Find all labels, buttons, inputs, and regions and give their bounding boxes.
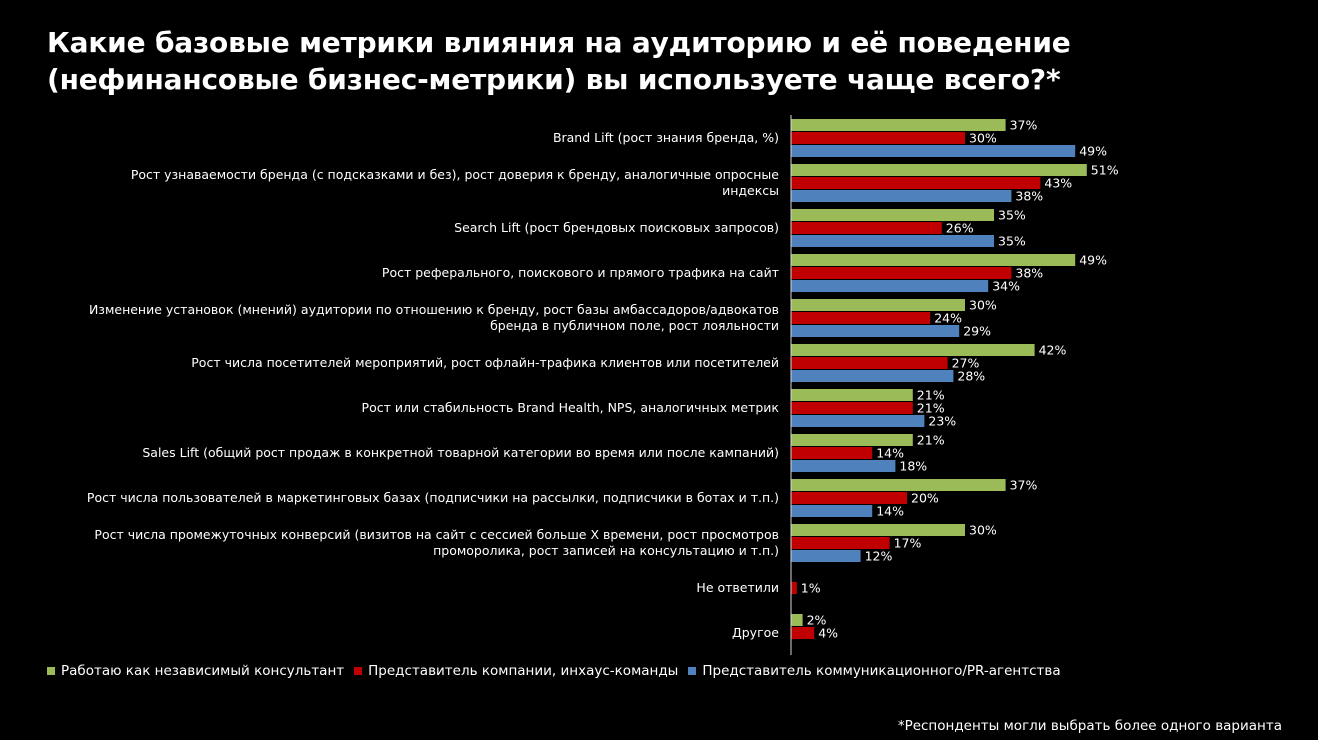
category-label: индексы	[722, 183, 779, 198]
bar-consultant	[791, 209, 994, 221]
category-label: проморолика, рост записей на консультаци…	[433, 543, 779, 558]
legend-swatch-consultant	[47, 667, 55, 675]
data-label: 21%	[917, 401, 945, 416]
data-label: 28%	[957, 369, 985, 384]
bar-company	[791, 402, 913, 414]
chart-title-line-1: Какие базовые метрики влияния на аудитор…	[47, 26, 1071, 59]
legend-swatch-agency	[688, 667, 697, 675]
data-label: 29%	[963, 324, 991, 339]
data-label: 34%	[992, 279, 1020, 294]
legend-label-company: Представитель компании, инхаус-команды	[368, 663, 679, 679]
data-label: 30%	[969, 131, 997, 146]
bar-consultant	[791, 524, 965, 536]
chart-title-line-2: (нефинансовые бизнес-метрики) вы использ…	[47, 63, 1061, 96]
bar-company	[791, 222, 942, 234]
data-label: 18%	[899, 459, 927, 474]
data-label: 2%	[807, 613, 827, 628]
bar-company	[791, 132, 965, 144]
data-label: 21%	[917, 388, 945, 403]
category-label: бренда в публичном поле, рост лояльности	[490, 318, 779, 333]
data-label: 42%	[1039, 343, 1067, 358]
data-label: 37%	[1010, 118, 1038, 133]
data-label: 20%	[911, 491, 939, 506]
legend-item-company: Представитель компании, инхаус-команды	[354, 663, 678, 679]
data-label: 38%	[1015, 266, 1043, 281]
category-label: Рост или стабильность Brand Health, NPS,…	[362, 400, 780, 415]
bar-consultant	[791, 119, 1006, 131]
bar-consultant	[791, 254, 1076, 266]
bar-consultant	[791, 389, 913, 401]
bar-agency	[791, 505, 873, 517]
bar-agency	[791, 415, 925, 427]
bar-consultant	[791, 479, 1006, 491]
data-label: 14%	[876, 504, 904, 519]
data-label: 27%	[952, 356, 980, 371]
category-label: Рост реферального, поискового и прямого …	[382, 265, 779, 280]
bar-chart: Brand Lift (рост знания бренда, %) 37% 30%…	[87, 115, 1119, 655]
data-label: 49%	[1079, 144, 1107, 159]
bar-consultant	[791, 299, 965, 311]
data-label: 21%	[917, 433, 945, 448]
bar-company	[791, 447, 873, 459]
bar-consultant	[791, 434, 913, 446]
category-label: Не ответили	[696, 580, 779, 595]
chart-title: Какие базовые метрики влияния на аудитор…	[47, 24, 1247, 98]
category-label: Рост узнаваемости бренда (с подсказками …	[131, 167, 779, 182]
bar-company	[791, 492, 907, 504]
category-label: Изменение установок (мнений) аудитории п…	[89, 302, 779, 317]
bar-company	[791, 357, 948, 369]
data-label: 1%	[801, 581, 821, 596]
legend-label-agency: Представитель коммуникационного/PR-агент…	[702, 663, 1061, 679]
category-label: Рост числа пользователей в маркетинговых…	[87, 490, 779, 505]
bar-company	[791, 177, 1041, 189]
bar-company	[791, 582, 797, 594]
data-label: 38%	[1015, 189, 1043, 204]
data-label: 43%	[1044, 176, 1072, 191]
bar-consultant	[791, 614, 803, 626]
bar-company	[791, 627, 815, 639]
data-label: 24%	[934, 311, 962, 326]
legend-swatch-company	[354, 667, 363, 675]
data-label: 14%	[876, 446, 904, 461]
bar-agency	[791, 145, 1076, 157]
category-label: Search Lift (рост брендовых поисковых за…	[454, 220, 779, 235]
bar-agency	[791, 325, 960, 337]
category-label: Рост числа посетителей мероприятий, рост…	[191, 355, 779, 370]
bar-company	[791, 267, 1012, 279]
data-label: 35%	[998, 234, 1026, 249]
bar-agency	[791, 190, 1012, 202]
bar-agency	[791, 370, 954, 382]
category-label: Sales Lift (общий рост продаж в конкретн…	[142, 445, 779, 460]
category-label: Brand Lift (рост знания бренда, %)	[553, 130, 779, 145]
footnote: *Респонденты могли выбрать более одного …	[897, 718, 1282, 734]
data-label: 30%	[969, 298, 997, 313]
data-label: 4%	[818, 626, 838, 641]
bar-agency	[791, 460, 896, 472]
bar-company	[791, 537, 890, 549]
data-label: 51%	[1091, 163, 1119, 178]
bar-consultant	[791, 344, 1035, 356]
category-label: Рост числа промежуточных конверсий (визи…	[94, 527, 779, 542]
data-label: 37%	[1010, 478, 1038, 493]
data-label: 30%	[969, 523, 997, 538]
bar-agency	[791, 550, 861, 562]
data-label: 26%	[946, 221, 974, 236]
bar-agency	[791, 235, 994, 247]
bar-agency	[791, 280, 989, 292]
category-label: Другое	[732, 625, 779, 640]
data-label: 17%	[894, 536, 922, 551]
data-label: 12%	[865, 549, 893, 564]
legend-item-consultant: Работаю как независимый консультант	[47, 663, 344, 679]
data-label: 49%	[1079, 253, 1107, 268]
chart-legend: Работаю как независимый консультант Пред…	[47, 663, 1061, 679]
data-label: 35%	[998, 208, 1026, 223]
legend-item-agency: Представитель коммуникационного/PR-агент…	[688, 663, 1061, 679]
data-label: 23%	[928, 414, 956, 429]
bar-company	[791, 312, 931, 324]
legend-label-consultant: Работаю как независимый консультант	[61, 663, 345, 679]
bar-consultant	[791, 164, 1087, 176]
